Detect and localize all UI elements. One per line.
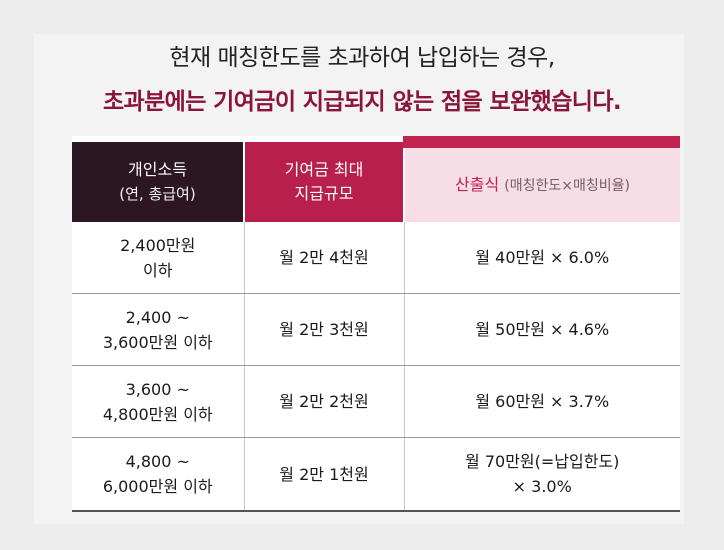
income-range-line-2: 이하 bbox=[143, 260, 173, 280]
income-cell: 2,400 ~ 3,600만원 이하 bbox=[72, 293, 244, 366]
header-formula: 산출식 (매칭한도×매칭비율) bbox=[403, 136, 680, 222]
header-formula-note: (매칭한도×매칭비율) bbox=[504, 177, 630, 194]
income-range-line-1: 2,400 ~ bbox=[125, 307, 190, 327]
headline-line-1: 현재 매칭한도를 초과하여 납입하는 경우, bbox=[169, 45, 555, 71]
table-row: 3,600 ~ 4,800만원 이하 월 2만 2천원 월 60만원 × 3.7… bbox=[72, 365, 680, 438]
max-contribution-cell: 월 2만 1천원 bbox=[243, 437, 405, 512]
formula-cell: 월 50만원 × 4.6% bbox=[404, 293, 680, 366]
income-range-line-1: 4,800 ~ bbox=[125, 452, 190, 471]
formula-line-1: 월 40만원 × 6.0% bbox=[475, 248, 610, 267]
header-max-title: 기여금 최대 bbox=[284, 160, 364, 179]
contribution-table: 개인소득 (연, 총급여) 기여금 최대 지급규모 산출식 (매칭한도×매칭비율… bbox=[72, 136, 680, 512]
header-income-title: 개인소득 bbox=[128, 160, 187, 179]
table-row: 4,800 ~ 6,000만원 이하 월 2만 1천원 월 70만원(=납입한도… bbox=[72, 437, 680, 512]
header-max-subtitle: 지급규모 bbox=[294, 184, 354, 203]
income-range-line-2: 6,000만원 이하 bbox=[102, 477, 213, 496]
headline-line-2: 초과분에는 기여금이 지급되지 않는 점을 보완했습니다. bbox=[102, 89, 622, 115]
income-cell: 4,800 ~ 6,000만원 이하 bbox=[72, 437, 244, 512]
income-cell: 2,400만원 이하 bbox=[72, 222, 244, 294]
income-cell: 3,600 ~ 4,800만원 이하 bbox=[72, 365, 244, 438]
table-row: 2,400 ~ 3,600만원 이하 월 2만 3천원 월 50만원 × 4.6… bbox=[72, 293, 680, 366]
max-contribution-cell: 월 2만 2천원 bbox=[243, 365, 405, 438]
formula-line-1: 월 50만원 × 4.6% bbox=[475, 320, 610, 339]
formula-line-1: 월 70만원(=납입한도) bbox=[465, 452, 620, 471]
formula-cell: 월 60만원 × 3.7% bbox=[404, 365, 680, 438]
formula-line-2: × 3.0% bbox=[512, 477, 572, 496]
income-range-line-1: 3,600 ~ bbox=[125, 379, 190, 399]
header-income: 개인소득 (연, 총급여) bbox=[72, 142, 244, 222]
header-income-subtitle: (연, 총급여) bbox=[119, 185, 196, 203]
max-contribution-cell: 월 2만 4천원 bbox=[243, 222, 405, 294]
formula-cell: 월 40만원 × 6.0% bbox=[404, 222, 680, 294]
income-range-line-2: 3,600만원 이하 bbox=[102, 332, 213, 352]
table-header-row: 개인소득 (연, 총급여) 기여금 최대 지급규모 산출식 (매칭한도×매칭비율… bbox=[72, 136, 680, 222]
max-contribution-cell: 월 2만 3천원 bbox=[243, 293, 405, 366]
header-formula-label: 산출식 bbox=[455, 174, 500, 194]
income-range-line-2: 4,800만원 이하 bbox=[102, 404, 213, 424]
table-row: 2,400만원 이하 월 2만 4천원 월 40만원 × 6.0% bbox=[72, 222, 680, 294]
header-max-contribution: 기여금 최대 지급규모 bbox=[243, 142, 404, 222]
income-range-line-1: 2,400만원 bbox=[120, 235, 196, 255]
formula-line-1: 월 60만원 × 3.7% bbox=[475, 392, 610, 411]
formula-cell: 월 70만원(=납입한도) × 3.0% bbox=[404, 437, 680, 512]
